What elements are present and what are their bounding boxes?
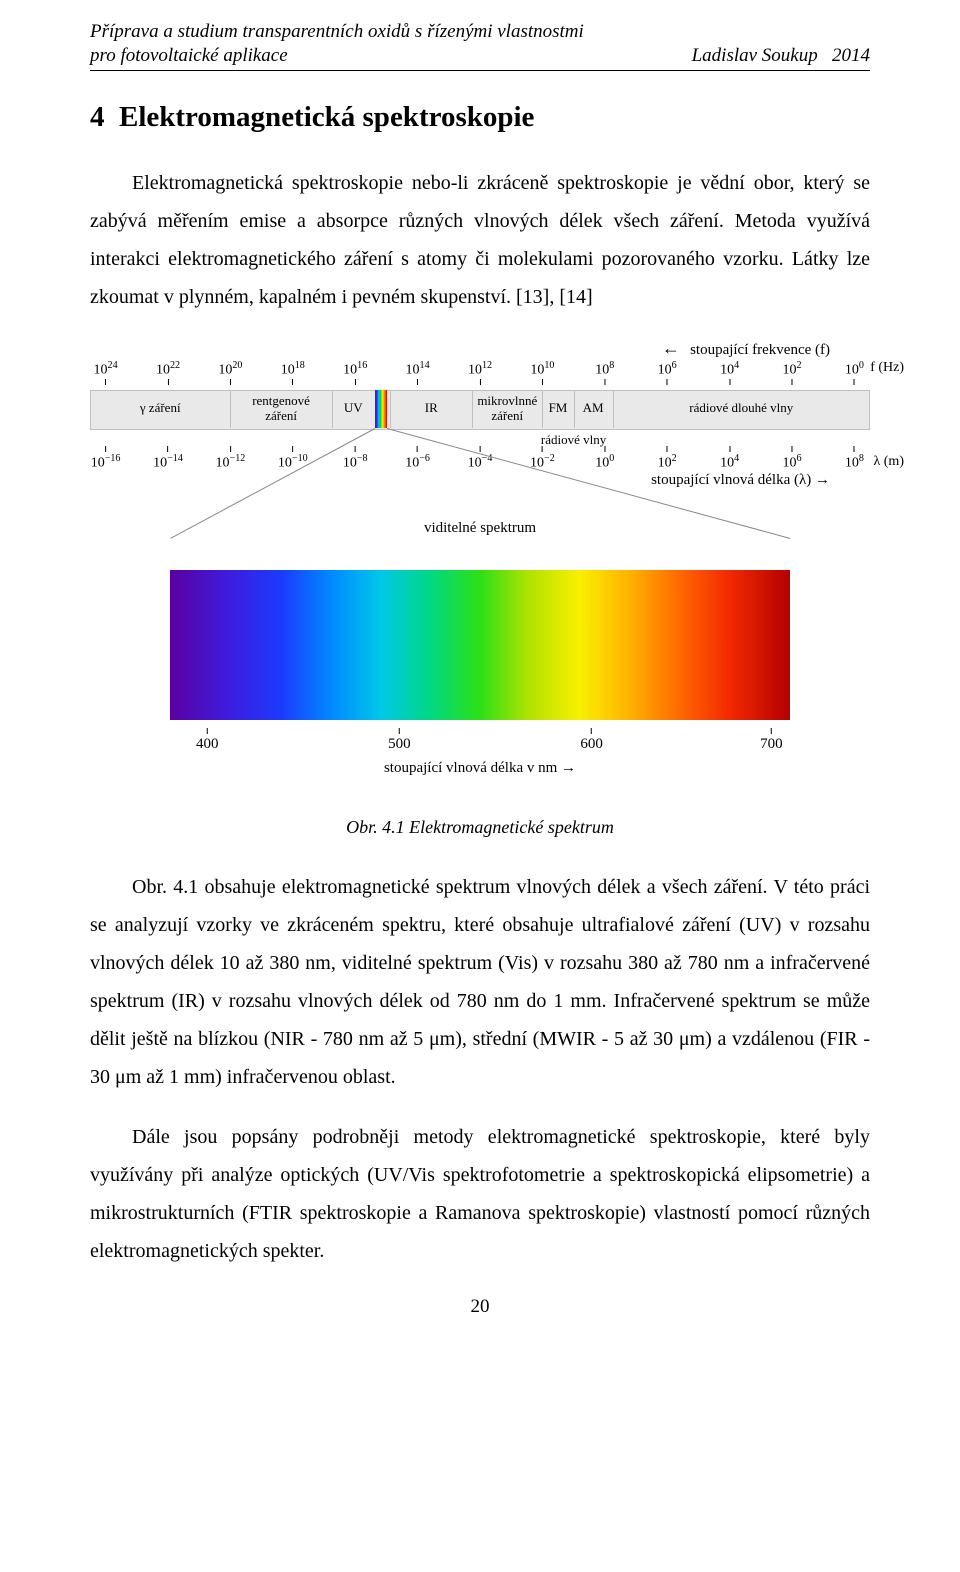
frequency-unit: f (Hz): [870, 360, 904, 376]
paragraph-3-text: Dále jsou popsány podrobněji metody elek…: [90, 1126, 870, 1262]
band-separator: [332, 390, 333, 428]
paragraph-3: Dále jsou popsány podrobněji metody elek…: [90, 1118, 870, 1270]
freq-arrow-label: ← stoupající frekvence (f): [662, 338, 830, 359]
wave-tick: 10−4: [468, 446, 493, 472]
page: Příprava a studium transparentních oxidů…: [0, 0, 960, 1348]
paragraph-1-text: Elektromagnetická spektroskopie nebo-li …: [90, 172, 870, 308]
section-title-text: Elektromagnetická spektroskopie: [119, 101, 534, 133]
freq-tick: 1022: [156, 360, 180, 386]
nm-axis: 400 500 600 700: [170, 728, 790, 756]
band-label: rádiové dlouhé vlny: [613, 390, 870, 428]
nm-tick: 500: [388, 728, 411, 753]
freq-tick: 100: [845, 360, 864, 386]
guide-line-left: [170, 428, 375, 539]
paragraph-2-text: Obr. 4.1 obsahuje elektromagnetické spek…: [90, 876, 870, 1088]
visible-caption: viditelné spektrum: [424, 520, 536, 537]
visible-spectrum-bar: [170, 570, 790, 720]
em-spectrum-diagram: ← stoupající frekvence (f) 1024102210201…: [90, 338, 870, 548]
wave-tick: 104: [720, 446, 739, 472]
nm-tick: 400: [196, 728, 219, 753]
band-separator: [230, 390, 231, 428]
wave-tick: 100: [595, 446, 614, 472]
running-header: Příprava a studium transparentních oxidů…: [90, 20, 870, 71]
band-separator: [390, 390, 391, 428]
wave-tick: 10−16: [91, 446, 121, 472]
paragraph-2: Obr. 4.1 obsahuje elektromagnetické spek…: [90, 868, 870, 1096]
freq-tick: 104: [720, 360, 739, 386]
wave-tick: 106: [782, 446, 801, 472]
year: 2014: [832, 45, 870, 66]
band-label: IR: [390, 390, 472, 428]
freq-tick: 108: [595, 360, 614, 386]
running-title-line1: Příprava a studium transparentních oxidů…: [90, 21, 584, 42]
running-author-year: Ladislav Soukup 2014: [692, 44, 870, 68]
band-label: AM: [574, 390, 613, 428]
freq-tick: 102: [782, 360, 801, 386]
band-label: UV: [332, 390, 375, 428]
band-label: rentgenovézáření: [230, 390, 331, 428]
freq-tick: 1012: [468, 360, 492, 386]
freq-arrow-text: stoupající frekvence (f): [690, 342, 830, 358]
wavelength-unit: λ (m): [873, 454, 904, 470]
figure-caption: Obr. 4.1 Elektromagnetické spektrum: [90, 817, 870, 838]
nm-tick: 600: [580, 728, 603, 753]
left-arrow-icon: ←: [662, 338, 679, 358]
freq-tick: 1018: [281, 360, 305, 386]
band-separator: [472, 390, 473, 428]
nm-axis-label: stoupající vlnová délka v nm →: [170, 760, 790, 777]
wave-tick: 10−8: [343, 446, 368, 472]
band-label: mikrovlnnézáření: [472, 390, 542, 428]
wavelength-arrow-label: stoupající vlnová délka (λ) →: [651, 472, 830, 489]
section-number: 4: [90, 101, 105, 133]
frequency-axis: 1024 1022 1020 1018 1016 1014 1012 1010 108 106 10…: [90, 360, 870, 388]
running-title-line2: pro fotovoltaické aplikace: [90, 45, 288, 66]
freq-tick: 1024: [94, 360, 118, 386]
freq-tick: 1020: [218, 360, 242, 386]
band-separator: [542, 390, 543, 428]
author: Ladislav Soukup: [692, 45, 818, 66]
wave-tick: 10−12: [216, 446, 246, 472]
wave-tick: 10−14: [153, 446, 183, 472]
freq-tick: 1014: [406, 360, 430, 386]
wave-tick: 102: [658, 446, 677, 472]
running-title: Příprava a studium transparentních oxidů…: [90, 20, 584, 68]
wave-tick: 108: [845, 446, 864, 472]
freq-tick: 106: [658, 360, 677, 386]
paragraph-1: Elektromagnetická spektroskopie nebo-li …: [90, 164, 870, 316]
band-separator: [613, 390, 614, 428]
page-number: 20: [90, 1296, 870, 1318]
section-heading: 4 Elektromagnetická spektroskopie: [90, 101, 870, 134]
visible-stripe: [375, 390, 387, 428]
band-separator: [574, 390, 575, 428]
figure-4-1: ← stoupající frekvence (f) 1024102210201…: [90, 338, 870, 838]
wavelength-axis: 10−1610−1410−1210−1010−810−610−410−21001…: [90, 446, 870, 470]
band-label: γ záření: [90, 390, 230, 428]
band-label: FM: [542, 390, 573, 428]
freq-tick: 1010: [530, 360, 554, 386]
wave-tick: 10−6: [405, 446, 430, 472]
visible-spectrum-block: 400 500 600 700 stoupající vlnová délka v n…: [170, 570, 790, 777]
freq-tick: 1016: [343, 360, 367, 386]
nm-tick: 700: [760, 728, 783, 753]
